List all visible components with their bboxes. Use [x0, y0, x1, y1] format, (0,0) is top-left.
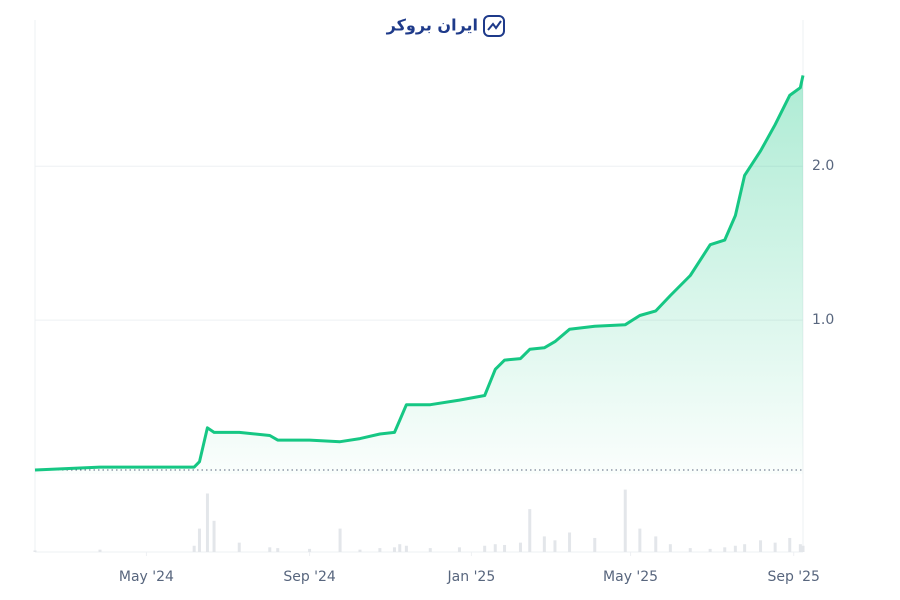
volume-bar: [197, 528, 201, 552]
volume-bar: [33, 550, 37, 552]
volume-bar: [568, 532, 572, 552]
volume-bar: [358, 549, 362, 552]
volume-bar: [378, 548, 382, 552]
volume-bar: [668, 544, 672, 552]
volume-bar: [593, 537, 597, 552]
volume-bar: [237, 542, 241, 552]
volume-bar: [192, 545, 196, 552]
volume-bar: [638, 528, 642, 552]
volume-bar: [268, 547, 272, 552]
volume-bar: [503, 544, 507, 552]
volume-bar: [457, 547, 461, 552]
volume-bar: [528, 509, 532, 552]
volume-bar: [518, 542, 522, 552]
volume-bar: [743, 544, 747, 552]
volume-bar: [404, 545, 408, 552]
volume-bar: [428, 548, 432, 552]
volume-bar: [623, 489, 627, 552]
x-tick-label: May '25: [603, 569, 658, 585]
volume-bar: [688, 548, 692, 552]
volume-bar: [98, 549, 102, 552]
volume-bar: [392, 547, 396, 552]
volume-bar: [773, 542, 777, 552]
volume-bar: [542, 536, 546, 552]
volume-bar: [798, 544, 802, 552]
x-tick-label: Sep '24: [283, 569, 336, 585]
volume-bar: [801, 545, 805, 552]
watermark-icon: [483, 15, 505, 37]
x-tick-label: Jan '25: [447, 569, 496, 585]
volume-bar: [708, 548, 712, 552]
volume-bar: [205, 493, 209, 552]
volume-bar: [398, 544, 402, 552]
y-tick-label: 1.0: [812, 312, 834, 328]
volume-bar: [733, 545, 737, 552]
volume-bar: [654, 536, 658, 552]
volume-bar: [276, 548, 280, 552]
y-tick-label: 2.0: [812, 158, 834, 174]
volume-bar: [338, 528, 342, 552]
x-tick-label: May '24: [119, 569, 174, 585]
volume-bar: [788, 537, 792, 552]
volume-bar: [308, 548, 312, 552]
x-tick-label: Sep '25: [767, 569, 820, 585]
volume-bar: [759, 540, 763, 552]
volume-bar: [723, 547, 727, 552]
area: [35, 75, 803, 475]
volume-bar: [493, 544, 497, 552]
volume-bar: [483, 545, 487, 552]
watermark: ایران بروکر: [386, 16, 478, 35]
line: [34, 75, 805, 472]
volume-bar: [212, 520, 216, 552]
volume-bar: [553, 540, 557, 552]
